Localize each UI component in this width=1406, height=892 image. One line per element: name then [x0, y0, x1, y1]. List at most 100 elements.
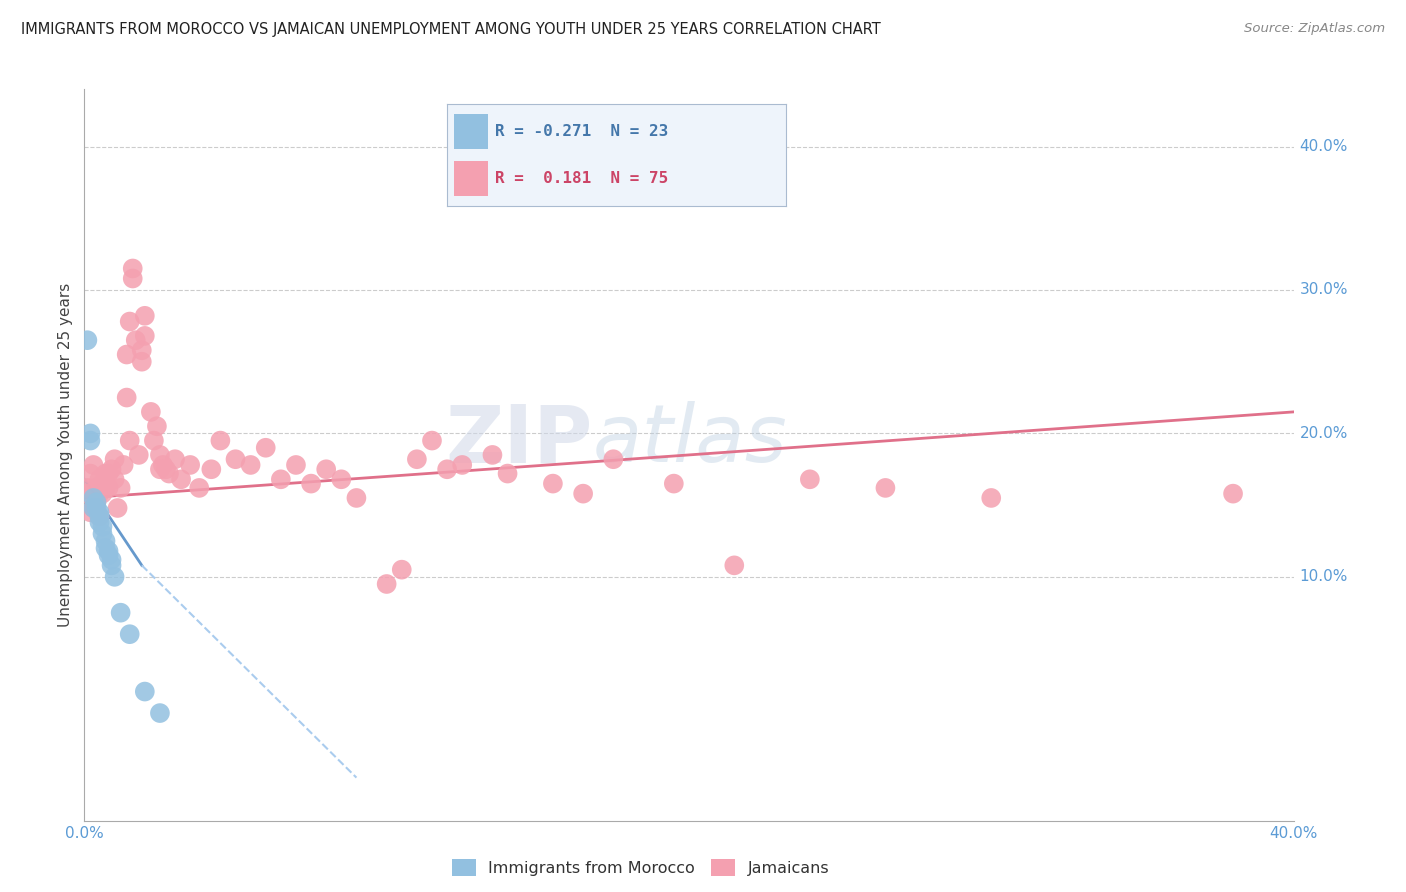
Point — [170, 472, 193, 486]
Point — [79, 426, 101, 441]
Point — [115, 347, 138, 361]
Point — [82, 458, 104, 472]
Point — [157, 467, 180, 481]
Point — [239, 458, 262, 472]
Point — [86, 500, 108, 515]
Point — [86, 495, 108, 509]
Point — [188, 481, 211, 495]
Point — [118, 434, 141, 448]
Point — [97, 467, 120, 481]
Point — [496, 467, 519, 481]
Point — [89, 505, 111, 519]
Point — [980, 491, 1002, 505]
Point — [131, 343, 153, 358]
Point — [104, 452, 127, 467]
Point — [134, 329, 156, 343]
Point — [299, 476, 322, 491]
Point — [315, 462, 337, 476]
Point — [82, 491, 104, 505]
Point — [100, 558, 122, 573]
Point — [128, 448, 150, 462]
Point — [91, 486, 114, 500]
Point — [572, 486, 595, 500]
Point — [91, 476, 114, 491]
Point — [254, 441, 277, 455]
Point — [121, 261, 143, 276]
Point — [82, 500, 104, 515]
Point — [104, 472, 127, 486]
Point — [131, 354, 153, 368]
Point — [391, 563, 413, 577]
Text: 30.0%: 30.0% — [1299, 283, 1348, 298]
Point — [118, 314, 141, 328]
Point — [875, 481, 897, 495]
Point — [163, 452, 186, 467]
Point — [110, 481, 132, 495]
Point — [662, 476, 685, 491]
Point — [723, 558, 745, 573]
Point — [76, 333, 98, 347]
Point — [375, 577, 398, 591]
Point — [86, 481, 108, 495]
Point — [82, 500, 104, 515]
Text: IMMIGRANTS FROM MOROCCO VS JAMAICAN UNEMPLOYMENT AMONG YOUTH UNDER 25 YEARS CORR: IMMIGRANTS FROM MOROCCO VS JAMAICAN UNEM… — [21, 22, 880, 37]
Point — [94, 541, 117, 556]
Point — [134, 309, 156, 323]
Point — [97, 549, 120, 563]
Point — [107, 500, 129, 515]
Point — [209, 434, 232, 448]
Point — [602, 452, 624, 467]
Point — [100, 552, 122, 566]
Point — [799, 472, 821, 486]
Y-axis label: Unemployment Among Youth under 25 years: Unemployment Among Youth under 25 years — [58, 283, 73, 627]
Text: Source: ZipAtlas.com: Source: ZipAtlas.com — [1244, 22, 1385, 36]
Point — [451, 458, 474, 472]
Point — [121, 271, 143, 285]
Point — [104, 570, 127, 584]
Point — [330, 472, 353, 486]
Point — [200, 462, 222, 476]
Point — [346, 491, 368, 505]
Text: atlas: atlas — [592, 401, 787, 479]
Text: 10.0%: 10.0% — [1299, 569, 1348, 584]
Point — [118, 627, 141, 641]
Point — [97, 481, 120, 495]
Point — [134, 684, 156, 698]
Point — [146, 419, 169, 434]
Point — [89, 472, 111, 486]
Point — [149, 706, 172, 720]
Text: 40.0%: 40.0% — [1299, 139, 1348, 154]
Point — [76, 481, 98, 495]
Point — [139, 405, 162, 419]
Point — [179, 458, 201, 472]
Point — [94, 481, 117, 495]
Point — [284, 458, 308, 472]
Point — [89, 509, 111, 524]
Point — [100, 462, 122, 476]
Point — [149, 462, 172, 476]
Point — [94, 467, 117, 481]
Point — [91, 526, 114, 541]
Point — [481, 448, 503, 462]
Point — [155, 462, 177, 476]
Point — [406, 452, 429, 467]
Point — [225, 452, 247, 467]
Point — [112, 458, 135, 472]
Point — [436, 462, 458, 476]
Text: ZIP: ZIP — [444, 401, 592, 479]
Point — [89, 509, 111, 524]
Point — [142, 434, 165, 448]
Point — [76, 486, 98, 500]
Point — [541, 476, 564, 491]
Point — [152, 458, 174, 472]
Text: 20.0%: 20.0% — [1299, 425, 1348, 441]
Point — [94, 533, 117, 548]
Point — [79, 434, 101, 448]
Point — [79, 467, 101, 481]
Point — [110, 606, 132, 620]
Point — [86, 495, 108, 509]
Point — [149, 448, 172, 462]
Point — [270, 472, 292, 486]
Point — [420, 434, 443, 448]
Point — [91, 519, 114, 533]
